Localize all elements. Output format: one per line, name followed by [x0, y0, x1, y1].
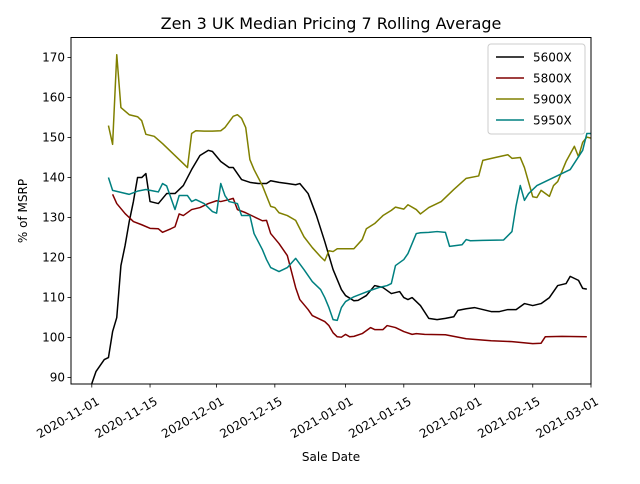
series-line-5600X [91, 149, 587, 384]
y-tick-label: 130 [42, 211, 65, 225]
y-tick-label: 140 [42, 171, 65, 185]
plot-frame [70, 37, 592, 385]
series-line-5950X [107, 132, 591, 322]
legend-label-5900X: 5900X [533, 93, 572, 107]
y-tick-label: 150 [42, 131, 65, 145]
legend-label-5800X: 5800X [533, 72, 572, 86]
y-tick-label: 90 [50, 371, 65, 385]
y-tick-label: 160 [42, 91, 65, 105]
y-axis-label: % of MSRP [16, 179, 30, 243]
x-axis-label: Sale Date [302, 450, 360, 464]
legend-box [487, 43, 586, 135]
y-tick-label: 170 [42, 51, 65, 65]
series-layer [91, 53, 591, 384]
series-line-5900X [107, 53, 591, 262]
legend: 5600X 5800X 5900X 5950X [487, 43, 586, 135]
chart-title: Zen 3 UK Median Pricing 7 Rolling Averag… [161, 14, 502, 33]
y-tick-label: 110 [42, 291, 65, 305]
y-axis: 90 100 110 120 130 140 150 160 170 [42, 51, 71, 385]
legend-label-5600X: 5600X [533, 51, 572, 65]
legend-label-5950X: 5950X [533, 114, 572, 128]
y-tick-label: 100 [42, 331, 65, 345]
y-tick-label: 120 [42, 251, 65, 265]
series-line-5800X [111, 194, 587, 345]
